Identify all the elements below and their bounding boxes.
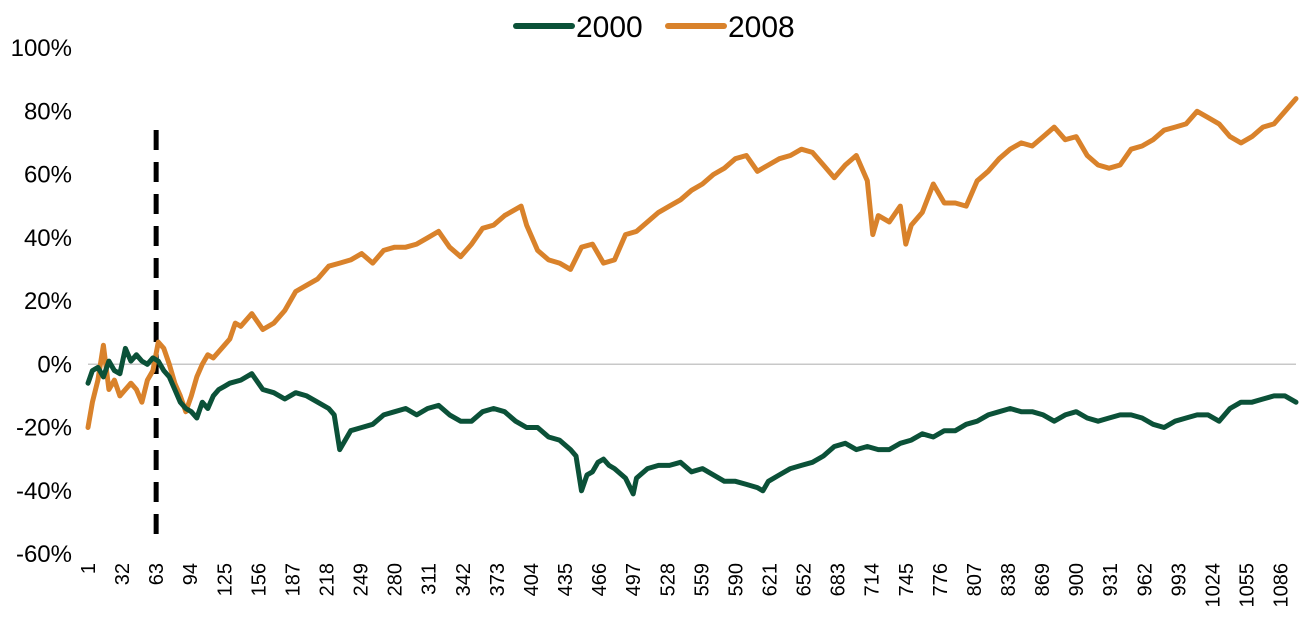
y-tick-label: 40% [24,225,72,252]
x-tick-label: 838 [998,563,1020,596]
x-tick-label: 373 [487,563,509,596]
reference-lines [88,130,1296,536]
x-tick-label: 311 [419,563,441,595]
x-tick-label: 1086 [1271,563,1293,608]
x-tick-label: 342 [453,563,475,596]
x-tick-label: 652 [794,563,816,596]
series-layer [85,96,1299,497]
x-tick-label: 125 [214,563,236,596]
y-tick-label: 20% [24,288,72,315]
x-tick-label: 466 [589,563,611,596]
x-tick-label: 900 [1066,563,1088,596]
x-tick-label: 528 [657,563,679,596]
x-tick-label: 404 [521,563,543,596]
y-tick-label: -60% [16,541,72,568]
x-tick-label: 156 [248,563,270,596]
y-tick-label: 60% [24,162,72,189]
x-tick-label: 63 [146,563,168,585]
x-tick-label: 32 [112,563,134,585]
y-axis: -60% -40% -20% 0% 20% 40% 60% 80% 100% [11,35,72,568]
x-tick-label: 745 [896,563,918,596]
x-tick-label: 559 [691,563,713,596]
x-tick-label: 280 [385,563,407,596]
x-tick-label: 931 [1100,563,1122,596]
legend: 2000 2008 [513,11,795,44]
x-tick-label: 1 [78,563,100,574]
x-tick-label: 807 [964,563,986,596]
y-tick-label: 100% [11,35,72,62]
x-tick-label: 94 [180,563,202,585]
y-tick-label: 0% [37,351,72,378]
x-tick-label: 993 [1168,563,1190,596]
y-tick-label: -20% [16,415,72,442]
x-tick-label: 683 [828,563,850,596]
series-line-2000 [85,345,1299,497]
y-tick-label: -40% [16,478,72,505]
x-tick-label: 776 [930,563,952,596]
x-tick-label: 435 [555,563,577,596]
x-tick-label: 962 [1134,563,1156,596]
legend-label-2008: 2008 [728,11,795,44]
x-tick-label: 714 [862,563,884,596]
x-tick-label: 187 [282,563,304,596]
x-tick-label: 497 [623,563,645,596]
x-tick-label: 621 [759,563,781,596]
x-tick-label: 1055 [1237,563,1259,608]
x-axis: 1 32 63 94 125 156 187 218 249 280 311 342 373 404 435… [78,563,1293,608]
x-tick-label: 590 [725,563,747,596]
legend-label-2000: 2000 [576,11,643,44]
y-tick-label: 80% [24,98,72,125]
series-line-2008 [85,96,1299,430]
x-tick-label: 1024 [1202,563,1224,608]
x-tick-label: 249 [351,563,373,596]
x-tick-label: 869 [1032,563,1054,596]
x-tick-label: 218 [317,563,339,596]
